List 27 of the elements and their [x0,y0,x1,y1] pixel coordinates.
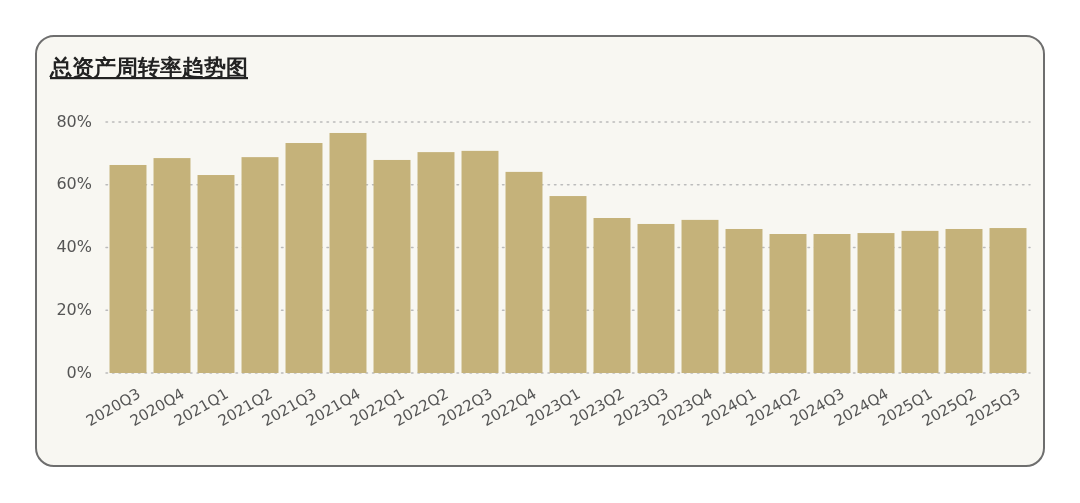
bar [417,152,455,373]
y-tick-label: 40% [56,237,92,256]
y-tick-label: 80% [56,111,92,131]
bar [989,228,1027,373]
bar [461,150,499,373]
bar [505,171,543,373]
bar [901,230,939,373]
bar [637,223,675,373]
y-tick-label: 20% [56,299,92,319]
y-tick-label: 0% [66,362,92,382]
bar [945,228,983,373]
bar [285,143,323,373]
bar [725,228,763,373]
bar [109,164,147,373]
bar [153,158,191,373]
bar [549,196,587,373]
y-tick-label: 60% [56,174,92,194]
bar [769,234,807,373]
bar [681,219,719,373]
bar [593,218,631,373]
bar [241,157,279,373]
chart-title: 总资产周转率趋势图 [49,55,248,80]
bar [857,233,895,373]
bar [813,234,851,373]
bar [373,159,411,373]
bar [329,132,367,373]
bar [197,175,235,373]
